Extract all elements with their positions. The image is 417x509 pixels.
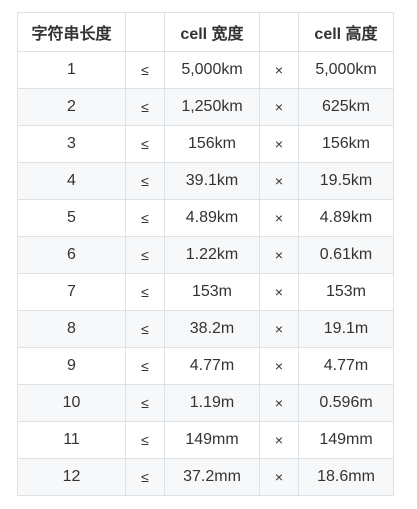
width-cell: 39.1km [164,162,260,200]
le-symbol: ≤ [125,162,165,200]
le-symbol: ≤ [125,310,165,348]
height-cell: 153m [298,273,394,311]
header-cell-height: cell 高度 [298,12,394,52]
le-symbol: ≤ [125,88,165,126]
width-cell: 5,000km [164,51,260,89]
le-symbol: ≤ [125,199,165,237]
height-cell: 19.5km [298,162,394,200]
width-cell: 156km [164,125,260,163]
geohash-cell-size-table: 字符串长度 cell 宽度 cell 高度 1 ≤5,000km × 5,000km 2… [17,12,394,496]
height-cell: 149mm [298,421,394,459]
length-cell: 10 [17,384,126,422]
height-cell: 18.6mm [298,458,394,496]
height-cell: 0.61km [298,236,394,274]
table-row: 6 ≤1.22km × 0.61km [17,236,394,274]
height-cell: 4.77m [298,347,394,385]
length-cell: 4 [17,162,126,200]
height-cell: 19.1m [298,310,394,348]
times-symbol: × [259,384,299,422]
header-string-length: 字符串长度 [17,12,126,52]
table-row: 12 ≤37.2mm × 18.6mm [17,458,394,496]
times-symbol: × [259,51,299,89]
width-cell: 149mm [164,421,260,459]
table-row: 5 ≤4.89km × 4.89km [17,199,394,237]
le-symbol: ≤ [125,51,165,89]
le-symbol: ≤ [125,347,165,385]
length-cell: 12 [17,458,126,496]
height-cell: 625km [298,88,394,126]
table-row: 9 ≤4.77m × 4.77m [17,347,394,385]
le-symbol: ≤ [125,458,165,496]
width-cell: 4.77m [164,347,260,385]
table-row: 2 ≤1,250km × 625km [17,88,394,126]
le-symbol: ≤ [125,384,165,422]
width-cell: 38.2m [164,310,260,348]
header-row: 字符串长度 cell 宽度 cell 高度 [17,12,394,52]
length-cell: 3 [17,125,126,163]
table-row: 10 ≤1.19m × 0.596m [17,384,394,422]
times-symbol: × [259,88,299,126]
width-cell: 4.89km [164,199,260,237]
width-cell: 37.2mm [164,458,260,496]
height-cell: 0.596m [298,384,394,422]
table-body: 1 ≤5,000km × 5,000km 2 ≤1,250km × 625km 3 ≤156km ×… [17,51,394,496]
width-cell: 1,250km [164,88,260,126]
header-blank-2 [259,12,299,52]
times-symbol: × [259,162,299,200]
times-symbol: × [259,273,299,311]
width-cell: 153m [164,273,260,311]
header-cell-width: cell 宽度 [164,12,260,52]
header-blank-1 [125,12,165,52]
times-symbol: × [259,421,299,459]
times-symbol: × [259,310,299,348]
table-row: 4 ≤39.1km × 19.5km [17,162,394,200]
table-row: 11 ≤149mm × 149mm [17,421,394,459]
length-cell: 6 [17,236,126,274]
height-cell: 156km [298,125,394,163]
table-row: 8 ≤38.2m × 19.1m [17,310,394,348]
times-symbol: × [259,458,299,496]
length-cell: 7 [17,273,126,311]
table-row: 3 ≤156km × 156km [17,125,394,163]
le-symbol: ≤ [125,421,165,459]
le-symbol: ≤ [125,273,165,311]
width-cell: 1.19m [164,384,260,422]
height-cell: 4.89km [298,199,394,237]
table-row: 1 ≤5,000km × 5,000km [17,51,394,89]
times-symbol: × [259,236,299,274]
length-cell: 8 [17,310,126,348]
times-symbol: × [259,199,299,237]
table-row: 7 ≤153m × 153m [17,273,394,311]
times-symbol: × [259,347,299,385]
height-cell: 5,000km [298,51,394,89]
width-cell: 1.22km [164,236,260,274]
le-symbol: ≤ [125,125,165,163]
length-cell: 5 [17,199,126,237]
times-symbol: × [259,125,299,163]
length-cell: 9 [17,347,126,385]
length-cell: 11 [17,421,126,459]
length-cell: 2 [17,88,126,126]
table-container: 字符串长度 cell 宽度 cell 高度 1 ≤5,000km × 5,000km 2… [17,12,394,496]
le-symbol: ≤ [125,236,165,274]
length-cell: 1 [17,51,126,89]
